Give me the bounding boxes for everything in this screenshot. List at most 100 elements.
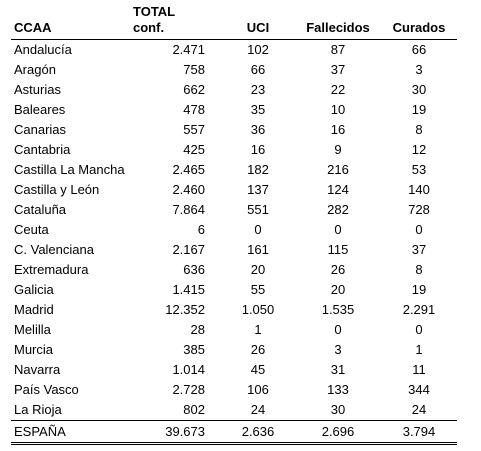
cell-ccaa: País Vasco [14,382,79,397]
cell-ccaa: La Rioja [14,402,62,417]
cell-uci: 20 [250,262,266,277]
cell-curados: 344 [408,382,430,397]
column-header-total-confirmed: TOTAL conf. [133,4,221,40]
cell-uci: 35 [250,102,266,117]
column-header-ccaa: CCAA [11,4,133,40]
cell-ccaa: Andalucía [14,42,72,57]
cell-fallecidos: 22 [330,82,346,97]
cell-total: 802 [183,402,205,417]
column-header-uci: UCI [221,4,295,40]
cell-fallecidos: 87 [330,42,346,57]
cell-fallecidos: 124 [327,182,349,197]
cell-ccaa: Castilla y León [14,182,100,197]
cell-ccaa: Extremadura [14,262,89,277]
cell-ccaa: Castilla La Mancha [14,162,125,177]
table-row: Extremadura 636 20 26 8 [11,260,457,280]
cell-ccaa: Ceuta [14,222,49,237]
table-row: Canarias 557 36 16 8 [11,120,457,140]
cell-total: 2.460 [172,182,205,197]
totals-total: 39.673 [133,420,221,445]
cell-ccaa: Canarias [14,122,67,137]
cell-total: 6 [197,222,205,237]
cell-total: 758 [183,62,205,77]
cell-total: 636 [183,262,205,277]
column-header-total-line2: conf. [133,20,165,35]
table-row: Castilla La Mancha 2.465 182 216 53 [11,160,457,180]
cell-fallecidos: 16 [330,122,346,137]
cell-uci: 1 [254,322,262,337]
cell-uci: 182 [247,162,269,177]
cell-curados: 11 [412,362,426,377]
cell-fallecidos: 3 [334,342,342,357]
cell-uci: 551 [247,202,269,217]
column-header-fallecidos: Fallecidos [295,4,381,40]
cell-uci: 161 [247,242,269,257]
cell-ccaa: Navarra [14,362,61,377]
cell-total: 28 [190,322,205,337]
header-row: CCAA TOTAL conf. UCI Fallecidos Curados [11,4,457,40]
cell-ccaa: Madrid [14,302,54,317]
cell-curados: 66 [411,42,427,57]
table-row: Cantabria 425 16 9 12 [11,140,457,160]
cell-ccaa: Melilla [14,322,51,337]
cell-fallecidos: 37 [330,62,346,77]
column-header-total-line1: TOTAL [133,4,176,19]
cell-fallecidos: 31 [330,362,346,377]
cell-curados: 37 [411,242,427,257]
cell-curados: 728 [408,202,430,217]
cell-fallecidos: 216 [327,162,349,177]
cell-curados: 0 [415,322,423,337]
cell-fallecidos: 9 [334,142,342,157]
cell-uci: 106 [247,382,269,397]
cell-total: 1.415 [172,282,205,297]
table-row: Murcia 385 26 3 1 [11,340,457,360]
column-header-curados: Curados [381,4,457,40]
cell-total: 7.864 [172,202,205,217]
cell-uci: 36 [250,122,266,137]
cell-uci: 26 [250,342,266,357]
cell-curados: 19 [411,282,427,297]
table-row: La Rioja 802 24 30 24 [11,400,457,421]
cell-uci: 137 [247,182,269,197]
cell-total: 425 [183,142,205,157]
cell-uci: 23 [250,82,266,97]
cell-ccaa: C. Valenciana [14,242,94,257]
table-row: Andalucía 2.471 102 87 66 [11,40,457,61]
cell-curados: 53 [411,162,427,177]
cell-uci: 16 [250,142,266,157]
cell-ccaa: Galicia [14,282,54,297]
cell-curados: 30 [411,82,427,97]
cell-curados: 140 [408,182,430,197]
cell-total: 1.014 [172,362,205,377]
table-row: País Vasco 2.728 106 133 344 [11,380,457,400]
cell-total: 662 [183,82,205,97]
cell-total: 385 [183,342,205,357]
cell-curados: 19 [411,102,427,117]
cell-curados: 3 [415,62,423,77]
cell-fallecidos: 30 [330,402,346,417]
cell-total: 2.471 [172,42,205,57]
cell-curados: 8 [415,122,423,137]
totals-row: ESPAÑA 39.673 2.636 2.696 3.794 [11,420,457,445]
cell-curados: 1 [415,342,423,357]
cell-fallecidos: 10 [330,102,346,117]
cell-uci: 1.050 [241,302,275,317]
cell-fallecidos: 282 [327,202,349,217]
cell-total: 2.167 [172,242,205,257]
cell-ccaa: Murcia [14,342,54,357]
cell-fallecidos: 0 [334,222,342,237]
table-row: Cataluña 7.864 551 282 728 [11,200,457,220]
covid-cases-table: CCAA TOTAL conf. UCI Fallecidos Curados … [11,4,457,445]
table-row: Asturias 662 23 22 30 [11,80,457,100]
cell-curados: 0 [415,222,423,237]
cell-fallecidos: 1.535 [321,302,355,317]
table-row: Ceuta 6 0 0 0 [11,220,457,240]
cell-fallecidos: 20 [330,282,346,297]
cell-ccaa: Aragón [14,62,56,77]
table-row: Aragón 758 66 37 3 [11,60,457,80]
cell-uci: 66 [250,62,266,77]
cell-ccaa: Asturias [14,82,61,97]
cell-uci: 102 [247,42,269,57]
cell-total: 12.352 [165,302,205,317]
